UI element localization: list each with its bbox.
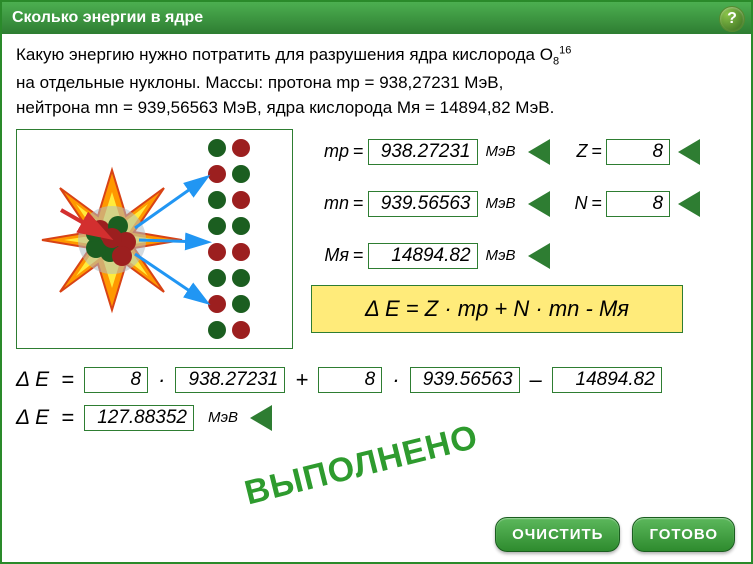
eq-mya-box[interactable]: 14894.82 bbox=[552, 367, 662, 393]
eq-mn-box[interactable]: 939.56563 bbox=[410, 367, 520, 393]
confirm-n-button[interactable] bbox=[678, 191, 700, 217]
unit-mev: МэВ bbox=[486, 143, 520, 160]
clear-button[interactable]: ОЧИСТИТЬ bbox=[495, 517, 620, 552]
body: Какую энергию нужно потратить для разруш… bbox=[2, 34, 751, 562]
confirm-mn-button[interactable] bbox=[528, 191, 550, 217]
eq-z-box[interactable]: 8 bbox=[84, 367, 148, 393]
row-mp: mp = 938.27231 МэВ Z = 8 bbox=[311, 129, 737, 175]
formula-box: Δ E = Z · mp + N · mn - Mя bbox=[311, 285, 683, 333]
confirm-z-button[interactable] bbox=[678, 139, 700, 165]
label-mya: Mя bbox=[311, 245, 349, 266]
input-mn[interactable]: 939.56563 bbox=[368, 191, 478, 217]
label-mn: mn bbox=[311, 193, 349, 214]
help-icon: ? bbox=[727, 10, 737, 28]
equation-section: Δ E = 8 · 938.27231 + 8 · 939.56563 – 14… bbox=[16, 367, 737, 431]
row-mn: mn = 939.56563 МэВ N = 8 bbox=[311, 181, 737, 227]
input-z[interactable]: 8 bbox=[606, 139, 670, 165]
eq-line-1: Δ E = 8 · 938.27231 + 8 · 939.56563 – 14… bbox=[16, 367, 737, 393]
confirm-mya-button[interactable] bbox=[528, 243, 550, 269]
done-button[interactable]: ГОТОВО bbox=[632, 517, 735, 552]
help-button[interactable]: ? bbox=[719, 6, 745, 32]
result-box[interactable]: 127.88352 bbox=[84, 405, 194, 431]
eq-mp-box[interactable]: 938.27231 bbox=[175, 367, 285, 393]
eq-n-box[interactable]: 8 bbox=[318, 367, 382, 393]
label-z: Z bbox=[568, 141, 588, 162]
inputs-column: mp = 938.27231 МэВ Z = 8 mn = 939.56563 … bbox=[293, 129, 737, 349]
confirm-mp-button[interactable] bbox=[528, 139, 550, 165]
confirm-result-button[interactable] bbox=[250, 405, 272, 431]
problem-text: Какую энергию нужно потратить для разруш… bbox=[16, 42, 737, 121]
titlebar: Сколько энергии в ядре ? bbox=[2, 2, 751, 34]
button-bar: ОЧИСТИТЬ ГОТОВО bbox=[495, 517, 735, 552]
completed-stamp: ВЫПОЛНЕНО bbox=[241, 418, 482, 514]
row-mya: Mя = 14894.82 МэВ bbox=[311, 233, 737, 279]
formula-text: Δ E = Z · mp + N · mn - Mя bbox=[365, 296, 629, 321]
input-n[interactable]: 8 bbox=[606, 191, 670, 217]
eq-line-2: Δ E = 127.88352 МэВ bbox=[16, 405, 737, 431]
input-mp[interactable]: 938.27231 bbox=[368, 139, 478, 165]
label-n: N bbox=[568, 193, 588, 214]
nucleus-diagram bbox=[16, 129, 293, 349]
app-window: Сколько энергии в ядре ? Какую энергию н… bbox=[0, 0, 753, 564]
label-mp: mp bbox=[311, 141, 349, 162]
delta-e-label: Δ E bbox=[16, 368, 49, 392]
input-mya[interactable]: 14894.82 bbox=[368, 243, 478, 269]
window-title: Сколько энергии в ядре bbox=[12, 9, 203, 27]
